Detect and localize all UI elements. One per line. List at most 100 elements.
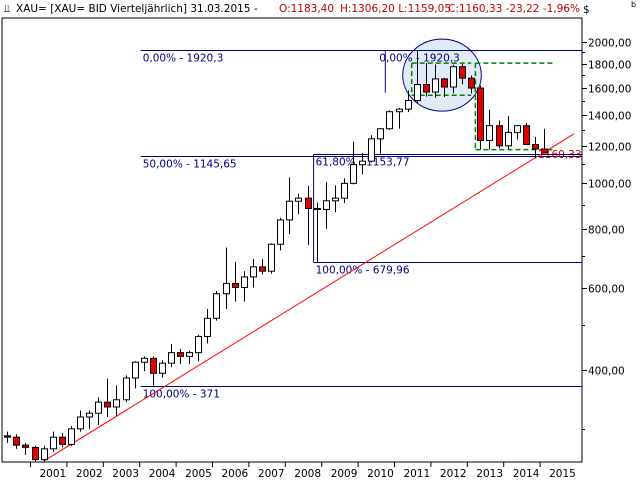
x-tick-label: 2014 xyxy=(513,468,540,480)
candle-body xyxy=(268,243,275,272)
candle-body xyxy=(496,125,503,147)
candle-body xyxy=(159,362,166,374)
candle-body xyxy=(541,148,548,154)
candle-body xyxy=(132,361,139,379)
candle-body xyxy=(450,66,457,88)
x-tick-label: 2001 xyxy=(40,468,67,480)
candle-body xyxy=(396,108,403,113)
candle-body xyxy=(341,182,348,199)
candle-body xyxy=(441,78,448,88)
y-tick-label: 1600,00 xyxy=(588,84,631,96)
candle-body xyxy=(423,83,430,93)
candle-body xyxy=(68,428,75,445)
fib-label: 0,00% - 1920,3 xyxy=(379,53,460,65)
candle-body xyxy=(432,78,439,93)
x-tick-label: 2007 xyxy=(258,468,285,480)
candle-body xyxy=(223,282,230,295)
candle-body xyxy=(22,444,29,448)
x-tick-label: 2005 xyxy=(185,468,212,480)
y-tick-label: 2000,00 xyxy=(588,38,631,50)
candle-body xyxy=(123,377,130,401)
candle-body xyxy=(13,436,20,446)
open-value: O:1183,40 xyxy=(279,3,335,15)
x-tick-label: 2015 xyxy=(549,468,576,480)
candle-body xyxy=(377,128,384,140)
candle-body xyxy=(77,416,84,430)
y-tick-label: 800,00 xyxy=(588,225,625,237)
x-tick-label: 2010 xyxy=(367,468,394,480)
x-tick-label: 2003 xyxy=(112,468,139,480)
fib-label: 100,00% - 371 xyxy=(143,389,220,401)
candle-body xyxy=(295,197,302,202)
candle-body xyxy=(104,401,111,408)
candle-body xyxy=(459,66,466,79)
y-tick-label: 1800,00 xyxy=(588,60,631,72)
candle-body xyxy=(414,83,421,102)
candle-body xyxy=(232,282,239,289)
currency-label: $ xyxy=(583,4,590,16)
candle-body xyxy=(4,435,11,438)
chart-title: XAU= [XAU= BID Vierteljährlich] 31.03.20… xyxy=(16,3,258,15)
y-tick-label: 400,00 xyxy=(588,366,625,378)
candle-body xyxy=(286,200,293,221)
candle-body xyxy=(59,436,66,445)
candle-body xyxy=(95,401,102,414)
candle-body xyxy=(359,160,366,166)
candle-body xyxy=(323,200,330,210)
x-tick-label: 2008 xyxy=(294,468,321,480)
candle-body xyxy=(213,293,220,319)
fib-label: 0,00% - 1920,3 xyxy=(143,53,224,65)
x-tick-label: 2011 xyxy=(404,468,431,480)
candle-body xyxy=(486,125,493,141)
candlestick-icon: ⫫ xyxy=(4,3,10,15)
candle-body xyxy=(250,266,257,278)
candle-body xyxy=(150,357,157,374)
candle-body xyxy=(386,111,393,130)
candle-body xyxy=(86,412,93,418)
candle-body xyxy=(113,399,120,408)
candle-body xyxy=(277,219,284,245)
x-tick-label: 2002 xyxy=(76,468,103,480)
candle-body xyxy=(532,143,539,150)
y-tick-label: 600,00 xyxy=(588,284,625,296)
corner-mark: b xyxy=(631,0,637,9)
y-tick-label: 1000,00 xyxy=(588,179,631,191)
x-tick-label: 2006 xyxy=(222,468,249,480)
x-tick-label: 2009 xyxy=(331,468,358,480)
x-tick-label: 2013 xyxy=(476,468,503,480)
candle-body xyxy=(241,276,248,289)
x-tick-label: 2004 xyxy=(149,468,176,480)
candle-body xyxy=(168,352,175,364)
candle-body xyxy=(514,125,521,133)
candle-body xyxy=(195,335,202,354)
fib-label: 50,00% - 1145,65 xyxy=(143,159,237,171)
trendline xyxy=(43,133,575,462)
candle-body xyxy=(505,131,512,147)
candle-body xyxy=(468,77,475,89)
y-tick-label: 1200,00 xyxy=(588,142,631,154)
plot-area xyxy=(1,17,583,463)
candle-body xyxy=(332,197,339,202)
candle-body xyxy=(204,317,211,337)
candle-body xyxy=(477,87,484,141)
y-tick-label: 1400,00 xyxy=(588,111,631,123)
candle-body xyxy=(314,207,321,210)
candle-body xyxy=(350,164,357,184)
highlight-ellipse xyxy=(402,38,482,112)
candle-body xyxy=(50,436,57,450)
last-price-label: 1160,33 xyxy=(538,149,581,161)
candle-body xyxy=(305,197,312,209)
candle-body xyxy=(186,352,193,357)
candle-body xyxy=(259,266,266,272)
close-change-value: C:1160,33 -23,22 -1,96% xyxy=(448,3,580,15)
candle-body xyxy=(368,138,375,162)
candle-body xyxy=(141,357,148,363)
candle-body xyxy=(523,125,530,145)
x-tick-label: 2012 xyxy=(440,468,467,480)
fib-label: 100,00% - 679,96 xyxy=(316,265,410,277)
candle-body xyxy=(41,448,48,461)
candle-body xyxy=(32,446,39,461)
high-low-value: H:1306,20 L:1159,05 xyxy=(340,3,451,15)
